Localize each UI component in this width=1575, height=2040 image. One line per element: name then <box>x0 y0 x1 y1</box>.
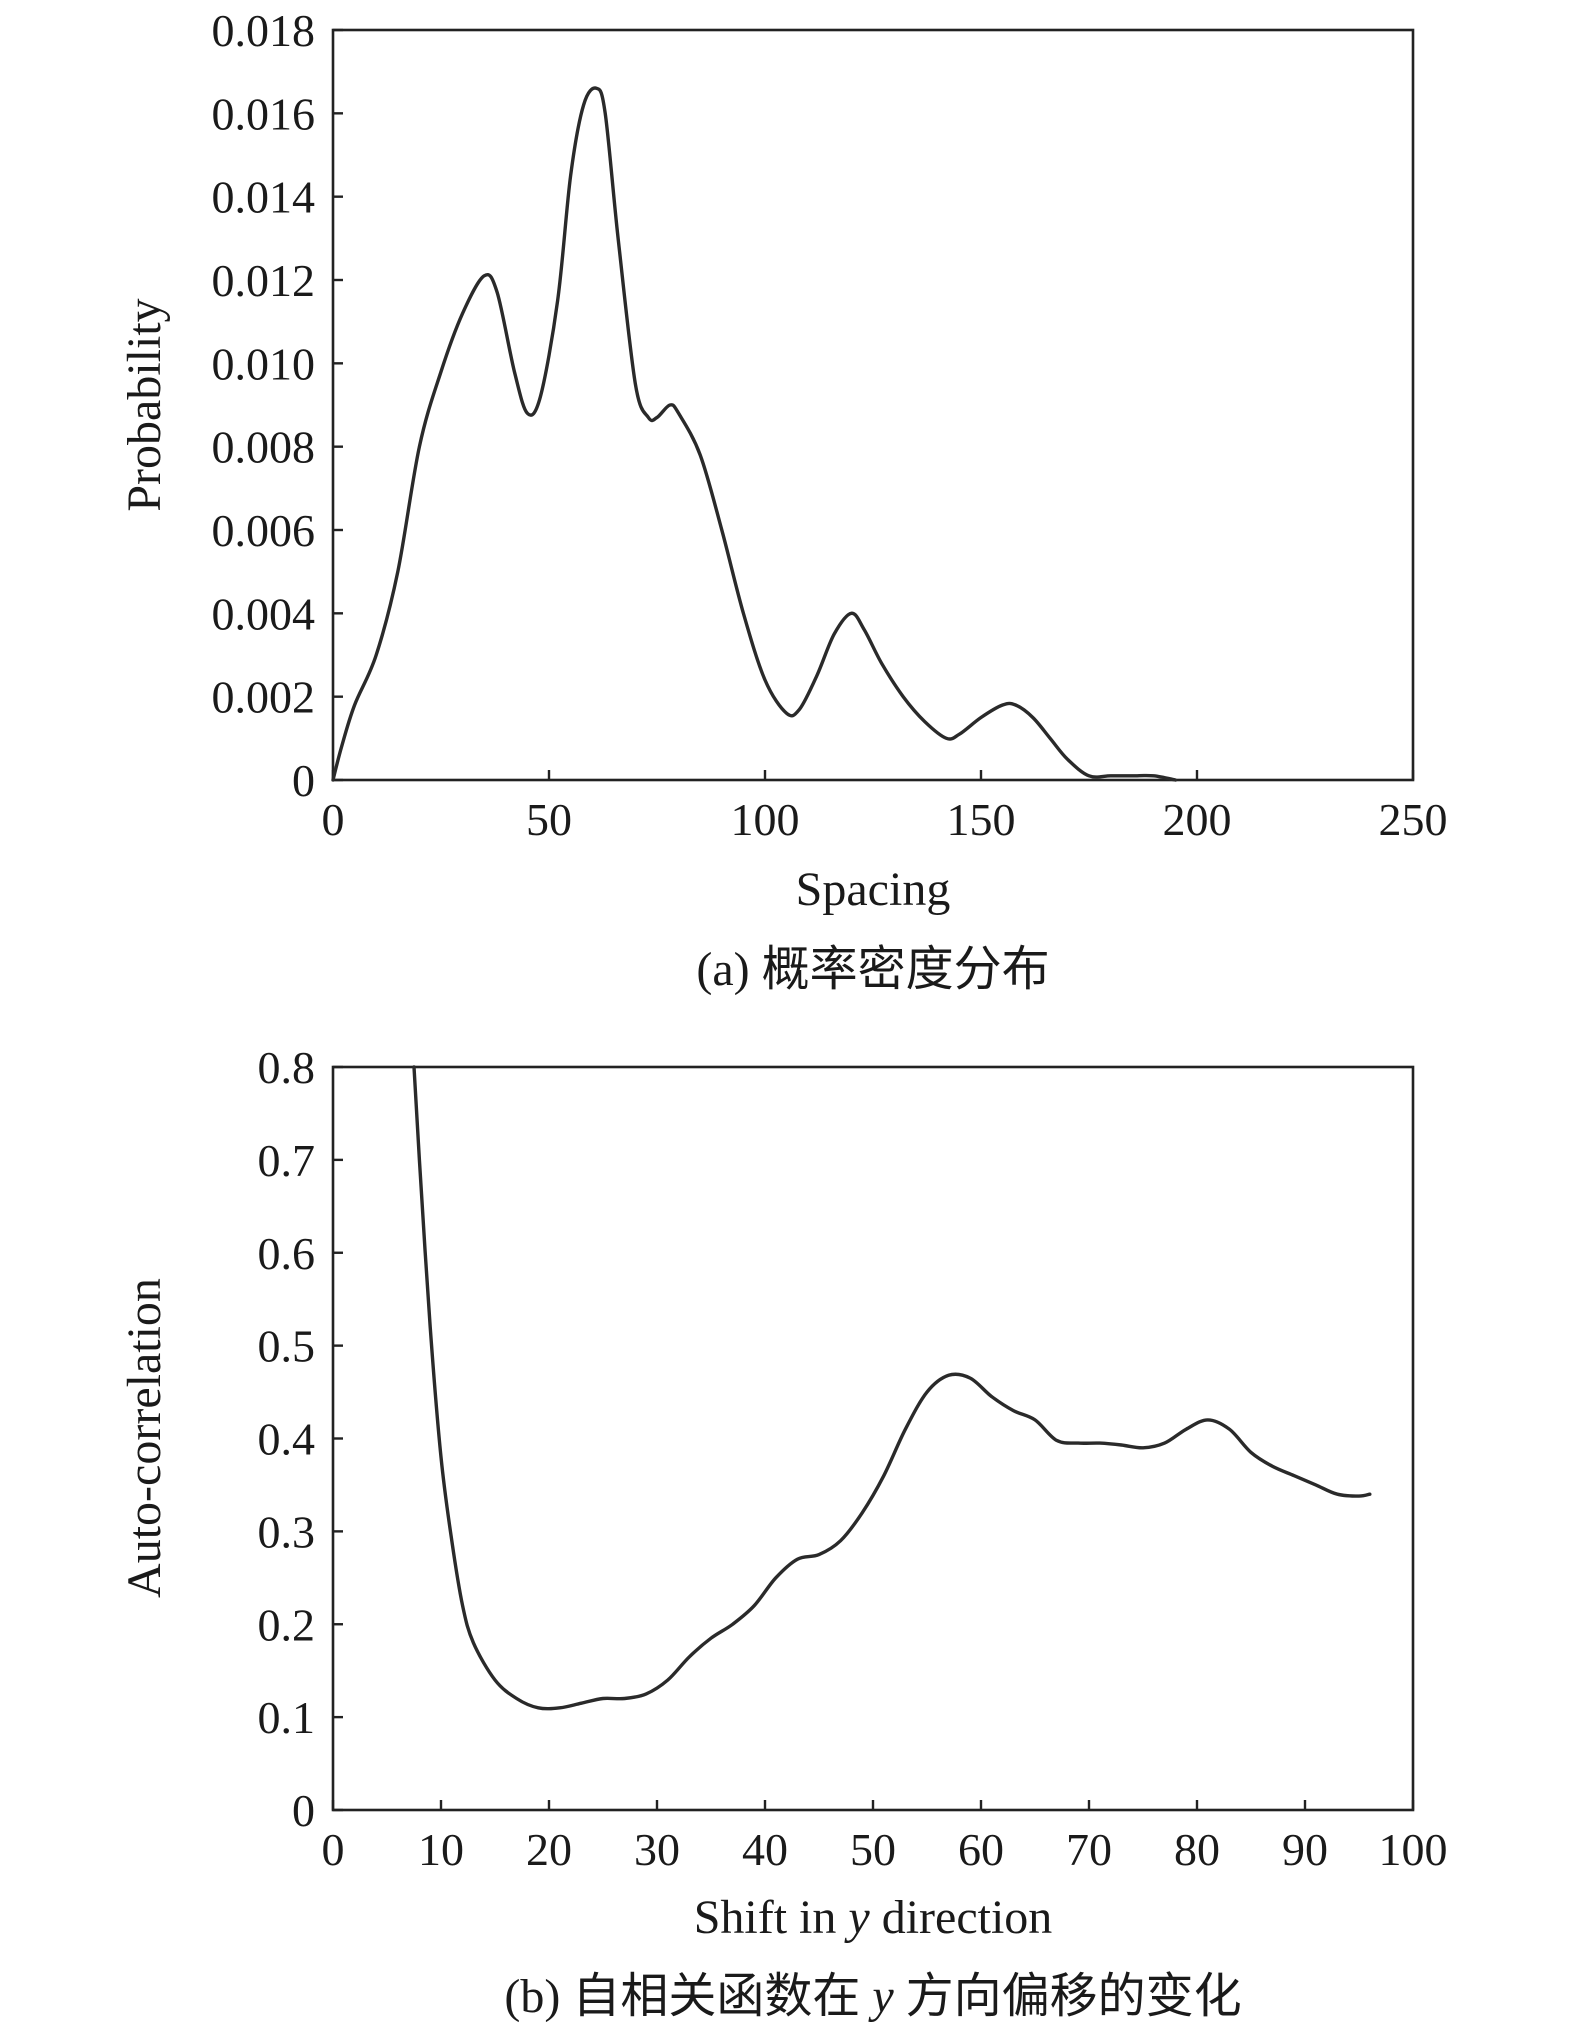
y-tick-label: 0.2 <box>258 1599 316 1650</box>
y-tick-label: 0.4 <box>258 1414 316 1465</box>
y-tick-label: 0.6 <box>258 1228 316 1279</box>
panel-b-x-ticks: 0 10 20 30 40 50 60 70 80 90 100 <box>322 1800 1448 1875</box>
panel-b-plot-frame <box>331 1065 1415 1812</box>
panel-a-x-ticks: 0 50 100 150 200 250 <box>322 770 1448 845</box>
panel-a-plot-frame <box>331 28 1415 782</box>
x-tick-label: 70 <box>1066 1824 1112 1875</box>
panel-b-y-ticks: 0 0.1 0.2 0.3 0.4 0.5 0.6 0.7 0.8 <box>258 1042 343 1836</box>
y-tick-label: 0.8 <box>258 1042 316 1093</box>
x-tick-label: 100 <box>1379 1824 1448 1875</box>
panel-a-probability-curve <box>331 86 1178 782</box>
x-tick-label: 100 <box>731 794 800 845</box>
x-tick-label: 80 <box>1174 1824 1220 1875</box>
y-tick-label: 0.5 <box>258 1321 316 1372</box>
x-tick-label: 90 <box>1282 1824 1328 1875</box>
y-tick-label: 0.012 <box>212 255 316 306</box>
y-tick-label: 0.3 <box>258 1506 316 1557</box>
panel-b-y-axis-label: Auto-correlation <box>118 1278 171 1598</box>
y-tick-label: 0.016 <box>212 88 316 139</box>
x-tick-label: 10 <box>418 1824 464 1875</box>
x-tick-label: 250 <box>1379 794 1448 845</box>
panel-b-x-axis-label: Shift in y direction <box>694 1891 1053 1944</box>
y-tick-label: 0.010 <box>212 338 316 389</box>
x-tick-label: 50 <box>850 1824 896 1875</box>
y-tick-label: 0.014 <box>212 172 316 223</box>
x-tick-label: 20 <box>526 1824 572 1875</box>
y-tick-label: 0.018 <box>212 5 316 56</box>
y-tick-label: 0.006 <box>212 505 316 556</box>
panel-a-x-axis-label: Spacing <box>796 863 951 916</box>
y-tick-label: 0 <box>292 1785 315 1836</box>
y-tick-label: 0.002 <box>212 672 316 723</box>
x-tick-label: 40 <box>742 1824 788 1875</box>
x-tick-label: 0 <box>322 794 345 845</box>
panel-a-probability-density: 0 50 100 150 200 250 0 0.002 0.004 0.006 0.008 0.0… <box>118 5 1448 996</box>
x-tick-label: 60 <box>958 1824 1004 1875</box>
y-tick-label: 0 <box>292 755 315 806</box>
y-tick-label: 0.008 <box>212 422 316 473</box>
y-tick-label: 0.1 <box>258 1692 316 1743</box>
panel-b-auto-correlation-curve <box>412 1065 1372 1711</box>
x-tick-label: 50 <box>526 794 572 845</box>
x-tick-label: 0 <box>322 1824 345 1875</box>
panel-b-auto-correlation: 0 10 20 30 40 50 60 70 80 90 100 00.10.20.30.40.50… <box>118 1042 1448 2023</box>
panel-a-caption: (a) 概率密度分布 <box>696 943 1049 996</box>
x-tick-label: 200 <box>1163 794 1232 845</box>
y-tick-label: 0.004 <box>212 588 316 639</box>
y-tick-label: 0.7 <box>258 1135 316 1186</box>
panel-a-y-axis-label: Probability <box>118 298 171 511</box>
x-tick-label: 30 <box>634 1824 680 1875</box>
panel-b-caption: (b) 自相关函数在 y 方向偏移的变化 <box>504 1970 1241 2023</box>
panel-a-y-ticks: 0 0.002 0.004 0.006 0.008 0.010 0.012 0.014 0.01… <box>212 5 343 806</box>
x-tick-label: 150 <box>947 794 1016 845</box>
